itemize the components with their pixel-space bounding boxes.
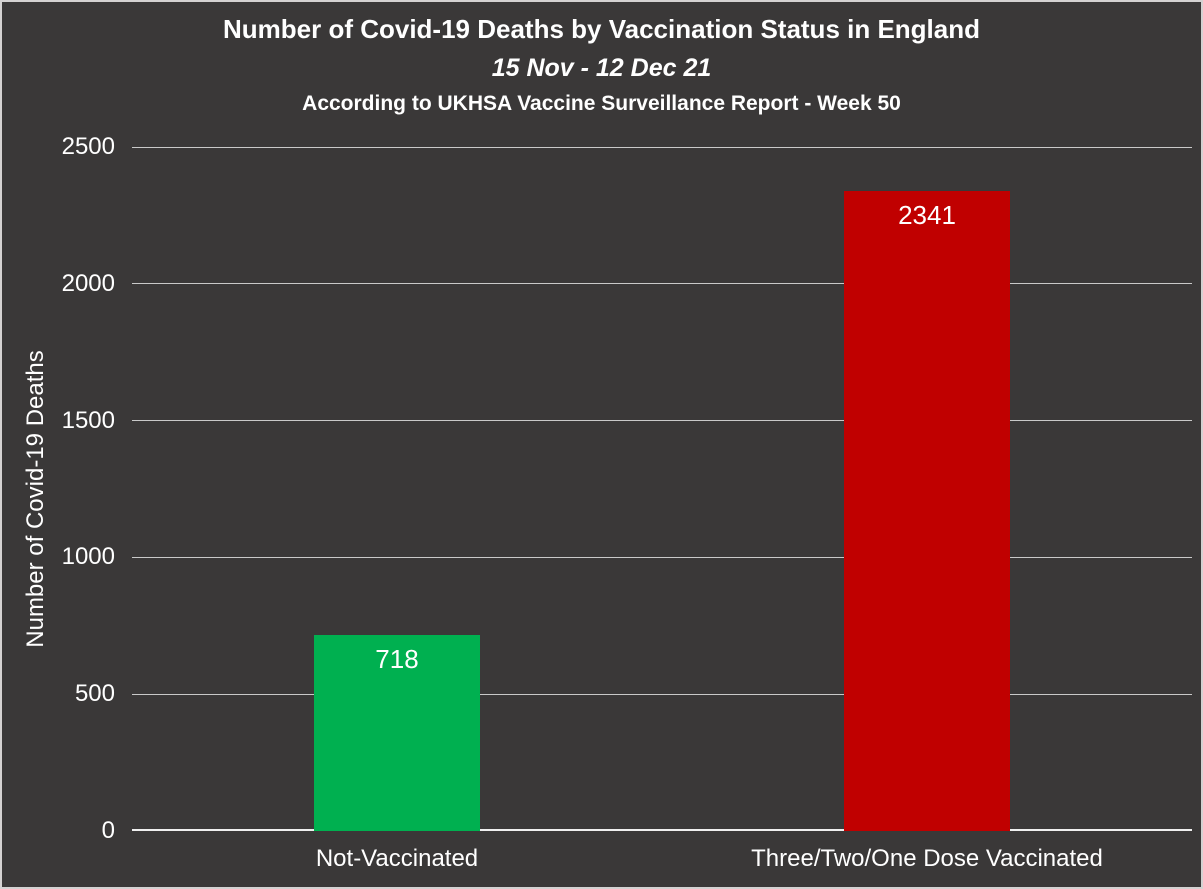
gridline xyxy=(132,146,1192,148)
gridline xyxy=(132,693,1192,695)
gridline xyxy=(132,420,1192,422)
bar-value-label-three-two-one-dose-vaccinated: 2341 xyxy=(898,199,956,230)
y-axis-title: Number of Covid-19 Deaths xyxy=(22,350,49,648)
y-axis-tick-label: 2500 xyxy=(61,133,115,160)
x-axis-category-label-not-vaccinated: Not-Vaccinated xyxy=(315,845,479,872)
bar-three-two-one-dose-vaccinated: 2341 xyxy=(844,190,1010,831)
gridline xyxy=(132,283,1192,285)
bar-value-label-not-vaccinated: 718 xyxy=(375,643,419,674)
y-axis-tick-label: 0 xyxy=(101,817,115,844)
chart-title: Number of Covid-19 Deaths by Vaccination… xyxy=(222,14,981,44)
chart-subtitle-source: According to UKHSA Vaccine Surveillance … xyxy=(302,92,901,115)
x-axis-line xyxy=(132,829,1192,831)
gridline xyxy=(132,556,1192,558)
y-axis-tick-label: 500 xyxy=(74,680,115,708)
y-axis-tick-label: 2000 xyxy=(61,269,115,297)
y-axis-tick-label: 1000 xyxy=(61,543,115,571)
chart-subtitle-date-range: 15 Nov - 12 Dec 21 xyxy=(491,54,712,82)
x-axis-category-label-three-two-one-dose-vaccinated: Three/Two/One Dose Vaccinated xyxy=(751,845,1103,872)
y-axis-tick-label: 1500 xyxy=(61,406,115,434)
bar-not-vaccinated: 718 xyxy=(314,634,480,831)
plot-area: 0 500 1000 1500 2000 2500 718 Not-Vaccinated 234… xyxy=(62,133,1192,872)
chart-header: Number of Covid-19 Deaths by Vaccination… xyxy=(2,2,1201,116)
